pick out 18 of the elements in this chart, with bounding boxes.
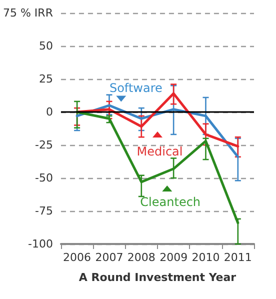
y-tick-label: -75 bbox=[35, 204, 53, 218]
x-tick-label: 2006 bbox=[63, 251, 92, 264]
x-tick-label: 2009 bbox=[160, 251, 188, 264]
y-tick-label: -25 bbox=[35, 138, 53, 152]
y-tick-label: -100 bbox=[28, 238, 53, 250]
x-tick-label: 2011 bbox=[224, 251, 252, 264]
y-tick-label: -50 bbox=[35, 172, 53, 184]
legend-label: Medical bbox=[136, 144, 183, 159]
x-tick-label: 2007 bbox=[95, 251, 124, 264]
y-tick-label: 25 bbox=[38, 72, 53, 86]
y-tick-label: 0 bbox=[46, 106, 53, 118]
series-label: Software bbox=[109, 81, 162, 96]
y-tick-label: 75 % IRR bbox=[2, 6, 54, 20]
x-axis-title: A Round Investment Year bbox=[78, 271, 237, 284]
legend-label: Cleantech bbox=[140, 194, 201, 209]
y-tick-label: 50 bbox=[38, 40, 53, 52]
x-tick-label: 2008 bbox=[127, 251, 156, 264]
x-tick-label: 2010 bbox=[192, 251, 220, 264]
